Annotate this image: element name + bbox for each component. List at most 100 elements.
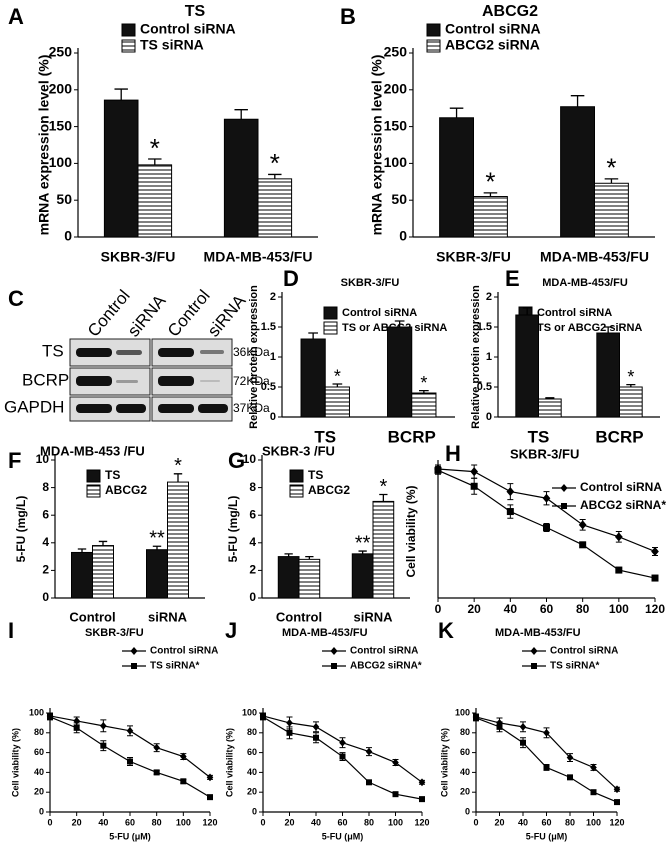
error-bar bbox=[604, 178, 619, 184]
y-tick-label: 100 bbox=[455, 707, 470, 717]
y-tick-label: 250 bbox=[49, 44, 73, 60]
marker bbox=[543, 728, 550, 737]
marker bbox=[473, 714, 479, 721]
legend-swatch bbox=[121, 23, 136, 37]
y-tick-label: 0 bbox=[399, 228, 407, 244]
y-axis-label: 5-FU (mg/L) bbox=[226, 496, 240, 563]
error-bar bbox=[77, 548, 87, 553]
legend-swatch bbox=[323, 321, 338, 335]
legend-marker bbox=[560, 484, 568, 492]
marker bbox=[339, 753, 346, 760]
y-tick-label: 10 bbox=[36, 452, 50, 466]
x-tick-label: BCRP bbox=[595, 427, 643, 446]
x-tick-label: 80 bbox=[152, 817, 162, 827]
significance-mark: * bbox=[420, 373, 427, 393]
legend-label: ABCG2 siRNA* bbox=[580, 498, 666, 512]
y-tick-label: 150 bbox=[49, 117, 73, 133]
y-tick-label: 80 bbox=[460, 727, 470, 737]
bar bbox=[594, 182, 629, 238]
chart-title: SKBR-3/FU bbox=[510, 446, 579, 461]
marker bbox=[543, 764, 550, 771]
chart-title: TS bbox=[185, 3, 206, 20]
marker bbox=[207, 794, 213, 801]
y-tick-label: 200 bbox=[49, 81, 73, 97]
x-axis-label: 5-FU (μM) bbox=[322, 831, 364, 841]
marker bbox=[567, 774, 573, 781]
marker bbox=[180, 778, 187, 785]
marker bbox=[651, 574, 659, 582]
panel-letter: D bbox=[283, 266, 299, 291]
x-axis-label: 5-FU (μM) bbox=[109, 831, 151, 841]
panel-letter: I bbox=[8, 618, 14, 643]
panel-letter: E bbox=[505, 266, 520, 291]
marker bbox=[506, 508, 514, 516]
legend-swatch bbox=[289, 484, 304, 498]
legend-marker bbox=[331, 663, 337, 669]
y-axis-label: mRNA expression level (%) bbox=[36, 55, 52, 236]
chart-title: SKBR-3 /FU bbox=[262, 443, 335, 458]
chart-title: MDA-MB-453 /FU bbox=[40, 443, 145, 458]
legend-marker bbox=[330, 647, 338, 655]
error-bar bbox=[332, 383, 343, 387]
bar bbox=[146, 549, 168, 599]
marker bbox=[590, 763, 597, 772]
legend-swatch bbox=[86, 469, 101, 483]
panel-letter: A bbox=[8, 4, 24, 29]
bar bbox=[71, 551, 93, 599]
y-tick-label: 8 bbox=[42, 480, 49, 494]
y-tick-label: 40 bbox=[34, 767, 44, 777]
x-tick-label: 120 bbox=[645, 602, 665, 616]
marker bbox=[496, 723, 503, 730]
x-tick-label: 20 bbox=[284, 817, 294, 827]
legend-label: TS siRNA bbox=[140, 37, 204, 53]
marker bbox=[366, 779, 372, 786]
bar bbox=[619, 386, 643, 418]
y-tick-label: 60 bbox=[34, 747, 44, 757]
y-tick-label: 80 bbox=[247, 727, 257, 737]
x-tick-label: 20 bbox=[72, 817, 82, 827]
marker bbox=[73, 724, 80, 731]
marker bbox=[590, 789, 597, 796]
legend-label: Control siRNA bbox=[550, 646, 618, 657]
x-tick-label: 0 bbox=[473, 817, 478, 827]
significance-mark: * bbox=[627, 367, 634, 387]
column-label: Control bbox=[164, 286, 214, 340]
error-bar bbox=[449, 107, 464, 118]
x-tick-label: siRNA bbox=[353, 609, 393, 624]
panel-letter: J bbox=[225, 618, 237, 643]
x-tick-label: 60 bbox=[541, 817, 551, 827]
y-tick-label: 20 bbox=[460, 787, 470, 797]
marker bbox=[614, 532, 623, 542]
legend-label: ABCG2 bbox=[308, 483, 350, 497]
marker bbox=[392, 791, 399, 798]
legend-label: Control siRNA bbox=[580, 480, 662, 494]
legend-label: ABCG2 bbox=[105, 483, 147, 497]
y-tick-label: 100 bbox=[384, 154, 408, 170]
marker bbox=[100, 742, 107, 749]
legend-label: TS siRNA* bbox=[550, 661, 600, 672]
error-bar bbox=[522, 307, 532, 315]
bar bbox=[515, 314, 540, 418]
bar bbox=[300, 338, 326, 418]
marker bbox=[470, 482, 478, 490]
y-axis-label: Cell viability (%) bbox=[224, 728, 234, 797]
y-tick-label: 150 bbox=[384, 117, 408, 133]
marker bbox=[519, 722, 527, 731]
error-bar bbox=[626, 383, 636, 387]
y-tick-label: 0 bbox=[252, 806, 257, 816]
x-tick-label: 80 bbox=[576, 602, 590, 616]
legend-swatch bbox=[289, 469, 304, 483]
x-tick-label: 100 bbox=[586, 817, 601, 827]
y-tick-label: 50 bbox=[56, 191, 72, 207]
marker bbox=[206, 773, 214, 782]
bar bbox=[439, 117, 474, 238]
significance-mark: ** bbox=[355, 532, 371, 554]
error-bar bbox=[284, 553, 293, 557]
x-tick-label: 40 bbox=[504, 602, 518, 616]
y-tick-label: 40 bbox=[247, 767, 257, 777]
error-bar bbox=[305, 555, 314, 560]
significance-mark: * bbox=[379, 476, 387, 498]
error-bar bbox=[545, 397, 555, 399]
y-tick-label: 0 bbox=[270, 411, 276, 423]
